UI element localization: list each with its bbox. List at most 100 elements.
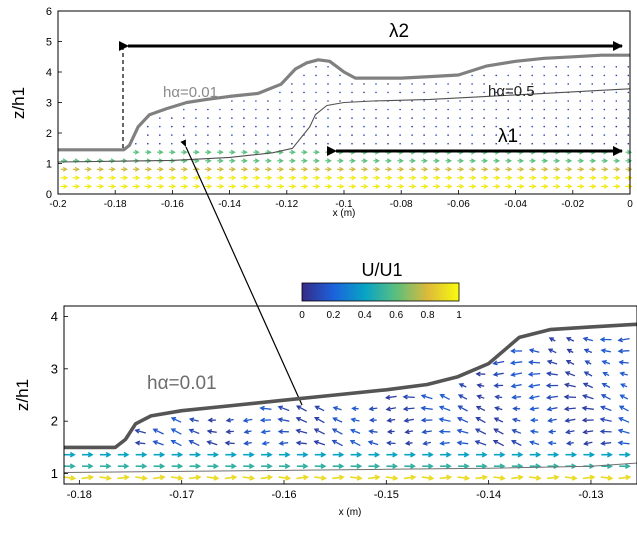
velocity-dot [447,143,449,145]
velocity-dot [459,143,461,145]
velocity-dot [471,134,473,136]
velocity-dot [267,143,269,145]
velocity-dot [291,109,293,111]
velocity-dot [628,143,630,145]
velocity-dot [616,92,618,94]
velocity-dot [291,100,293,102]
velocity-dot [291,117,293,119]
velocity-dot [291,126,293,128]
velocity-dot [423,143,425,145]
velocity-dot [279,92,281,94]
velocity-dot [591,109,593,111]
x-tick-label: -0.06 [447,199,470,210]
velocity-dot [255,134,257,136]
velocity-dot [411,83,413,85]
velocity-dot [303,126,305,128]
velocity-dot [411,143,413,145]
velocity-dot [531,126,533,128]
bottom-h001-label: hα=0.01 [147,373,217,394]
velocity-dot [291,134,293,136]
velocity-dot [471,83,473,85]
velocity-dot [543,126,545,128]
velocity-dot [471,92,473,94]
velocity-dot [207,109,209,111]
velocity-dot [567,100,569,102]
velocity-dot [567,143,569,145]
velocity-dot [147,126,149,128]
velocity-dot [628,92,630,94]
velocity-dot [291,83,293,85]
velocity-dot [387,126,389,128]
y-tick-label: 1 [51,466,58,481]
velocity-dot [591,143,593,145]
y-tick-label: 2 [46,128,52,140]
velocity-dot [255,117,257,119]
velocity-dot [411,126,413,128]
velocity-dot [363,126,365,128]
velocity-dot [567,83,569,85]
x-tick-label: -0.13 [578,489,603,501]
velocity-dot [604,126,606,128]
velocity-dot [555,100,557,102]
velocity-dot [555,117,557,119]
velocity-dot [291,92,293,94]
velocity-dot [387,83,389,85]
velocity-dot [351,134,353,136]
velocity-dot [471,100,473,102]
velocity-dot [423,83,425,85]
velocity-dot [231,109,233,111]
velocity-dot [267,117,269,119]
velocity-dot [303,100,305,102]
velocity-dot [459,134,461,136]
velocity-dot [363,92,365,94]
velocity-dot [423,109,425,111]
velocity-dot [195,117,197,119]
velocity-dot [195,143,197,145]
velocity-dot [471,143,473,145]
velocity-dot [387,143,389,145]
velocity-dot [219,126,221,128]
colorbar-tick-label: 1 [456,310,462,321]
velocity-dot [351,92,353,94]
velocity-dot [507,75,509,77]
velocity-dot [567,126,569,128]
velocity-dot [459,83,461,85]
velocity-dot [279,126,281,128]
top-x-ticks: -0.2-0.18-0.16-0.14-0.12-0.1-0.08-0.06-0… [49,190,633,210]
velocity-dot [483,117,485,119]
velocity-dot [459,100,461,102]
velocity-dot [411,92,413,94]
velocity-dot [604,100,606,102]
velocity-dot [555,66,557,68]
velocity-dot [327,126,329,128]
velocity-dot [351,143,353,145]
velocity-dot [616,109,618,111]
velocity-dot [543,83,545,85]
velocity-dot [507,109,509,111]
velocity-dot [447,117,449,119]
velocity-dot [543,117,545,119]
velocity-dot [628,117,630,119]
velocity-dot [411,117,413,119]
velocity-dot [495,109,497,111]
velocity-dot [435,143,437,145]
velocity-dot [531,134,533,136]
velocity-dot [519,100,521,102]
velocity-dot [279,109,281,111]
velocity-dot [531,75,533,77]
velocity-dot [183,109,185,111]
velocity-dot [459,92,461,94]
velocity-dot [363,83,365,85]
velocity-dot [315,126,317,128]
velocity-dot [555,109,557,111]
velocity-dot [591,100,593,102]
velocity-dot [507,100,509,102]
x-tick-label: -0.18 [67,489,92,501]
velocity-dot [327,83,329,85]
velocity-dot [267,126,269,128]
velocity-dot [616,134,618,136]
velocity-dot [243,134,245,136]
top-velocity-field [61,66,632,188]
velocity-dot [363,109,365,111]
